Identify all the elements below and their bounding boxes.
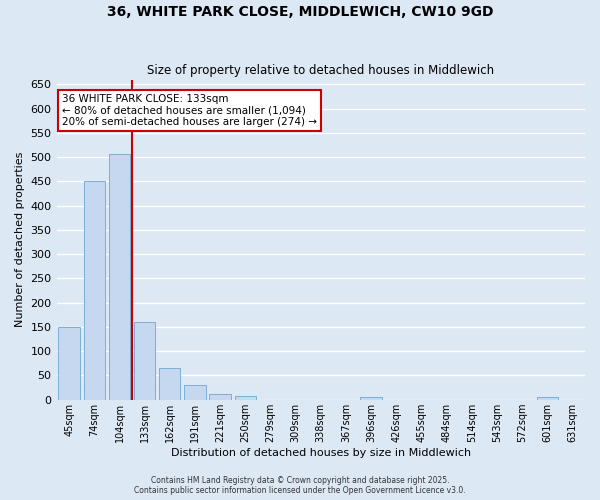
Text: 36, WHITE PARK CLOSE, MIDDLEWICH, CW10 9GD: 36, WHITE PARK CLOSE, MIDDLEWICH, CW10 9…: [107, 5, 493, 19]
Bar: [235, 396, 256, 400]
Bar: [83, 182, 105, 400]
Bar: [134, 322, 155, 400]
Title: Size of property relative to detached houses in Middlewich: Size of property relative to detached ho…: [147, 64, 494, 77]
Bar: [159, 368, 181, 400]
Text: 36 WHITE PARK CLOSE: 133sqm
← 80% of detached houses are smaller (1,094)
20% of : 36 WHITE PARK CLOSE: 133sqm ← 80% of det…: [62, 94, 317, 127]
Bar: [209, 394, 231, 400]
Bar: [184, 385, 206, 400]
Bar: [361, 397, 382, 400]
X-axis label: Distribution of detached houses by size in Middlewich: Distribution of detached houses by size …: [171, 448, 471, 458]
Text: Contains HM Land Registry data © Crown copyright and database right 2025.
Contai: Contains HM Land Registry data © Crown c…: [134, 476, 466, 495]
Bar: [109, 154, 130, 400]
Bar: [58, 327, 80, 400]
Bar: [536, 397, 558, 400]
Y-axis label: Number of detached properties: Number of detached properties: [15, 152, 25, 328]
